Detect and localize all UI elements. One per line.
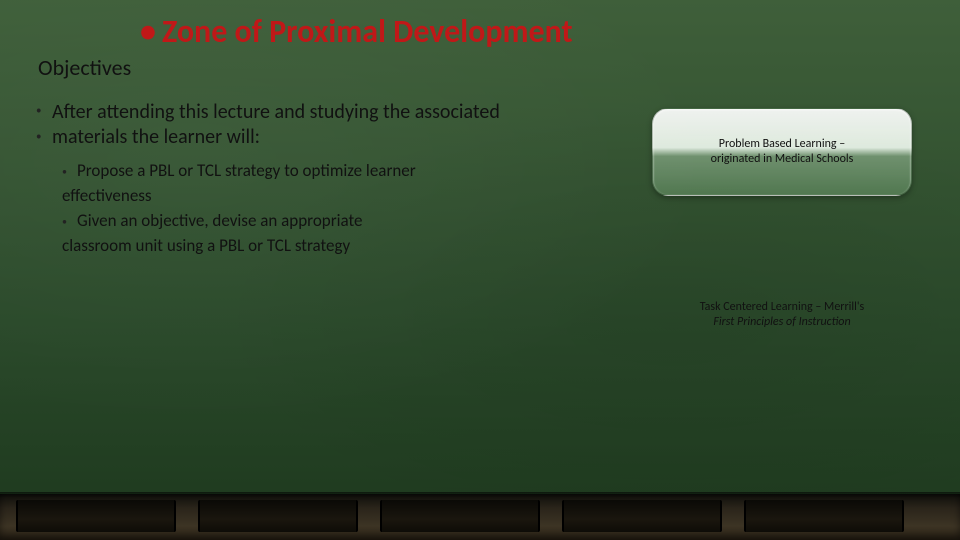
slide-title: •Zone of Proximal Development xyxy=(140,12,573,51)
slide: •Zone of Proximal Development Objectives… xyxy=(0,0,960,540)
card-text: Problem Based Learning – originated in M… xyxy=(711,137,854,167)
lead-text: After attending this lecture and studyin… xyxy=(52,100,518,150)
card-line: Task Centered Learning – Merrill's xyxy=(700,300,865,314)
subtitle: Objectives xyxy=(38,54,131,81)
bullet-icon: • xyxy=(36,104,41,118)
card-line: Problem Based Learning – xyxy=(719,137,845,151)
callout-card-tcl: Task Centered Learning – Merrill's First… xyxy=(652,300,912,330)
chalk-tray xyxy=(0,494,960,540)
tray-slot xyxy=(198,500,358,532)
title-text: Zone of Proximal Development xyxy=(162,12,573,51)
list-item: • Given an objective, devise an appropria… xyxy=(62,210,518,233)
objectives-lead: • • After attending this lecture and stu… xyxy=(38,100,518,150)
tray-slot xyxy=(562,500,722,532)
objectives-block: • • After attending this lecture and stu… xyxy=(38,100,518,260)
tray-slot xyxy=(744,500,904,532)
tray-slot xyxy=(380,500,540,532)
list-item-cont: effectiveness xyxy=(62,185,518,208)
bullet-icon: • xyxy=(62,165,67,178)
objectives-sublist: • Propose a PBL or TCL strategy to optimi… xyxy=(62,160,518,258)
title-bullet-icon: • xyxy=(140,12,156,51)
card-text: Task Centered Learning – Merrill's First… xyxy=(700,300,865,330)
chalkboard-background xyxy=(0,0,960,540)
bullet-icon: • xyxy=(62,215,67,228)
list-item: • Propose a PBL or TCL strategy to optimi… xyxy=(62,160,518,183)
card-line: originated in Medical Schools xyxy=(711,152,854,166)
tray-slot xyxy=(16,500,176,532)
callout-card-pbl: Problem Based Learning – originated in M… xyxy=(652,108,912,196)
sub-item-text: Propose a PBL or TCL strategy to optimiz… xyxy=(77,160,416,181)
list-item-cont: classroom unit using a PBL or TCL strate… xyxy=(62,235,518,258)
sub-item-text: Given an objective, devise an appropriat… xyxy=(77,210,363,231)
bullet-icon: • xyxy=(36,130,41,144)
card-line-italic: First Principles of Instruction xyxy=(713,315,850,329)
